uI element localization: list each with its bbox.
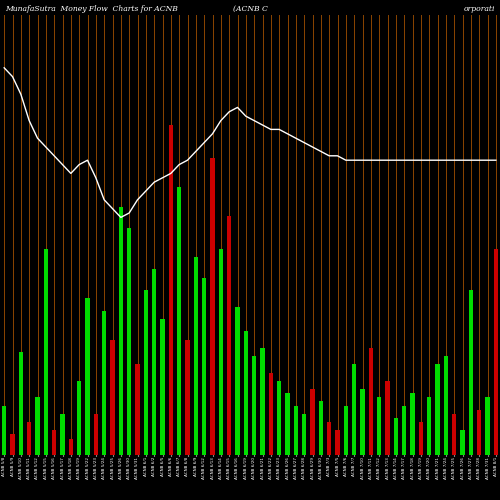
Bar — [152, 270, 156, 455]
Bar — [268, 372, 273, 455]
Bar — [127, 228, 132, 455]
Bar — [60, 414, 65, 455]
Bar — [227, 216, 232, 455]
Bar — [110, 340, 115, 455]
Bar — [410, 393, 415, 455]
Bar — [460, 430, 465, 455]
Bar — [77, 381, 82, 455]
Bar — [102, 310, 106, 455]
Bar — [377, 397, 382, 455]
Bar — [402, 406, 406, 455]
Bar — [444, 356, 448, 455]
Bar — [494, 248, 498, 455]
Text: MunafaSutra  Money Flow  Charts for ACNB: MunafaSutra Money Flow Charts for ACNB — [5, 5, 178, 13]
Bar — [394, 418, 398, 455]
Bar — [144, 290, 148, 455]
Bar — [85, 298, 90, 455]
Bar — [418, 422, 423, 455]
Bar — [194, 257, 198, 455]
Bar — [427, 397, 432, 455]
Bar — [327, 422, 332, 455]
Bar — [285, 393, 290, 455]
Bar — [235, 306, 240, 455]
Bar — [385, 381, 390, 455]
Bar — [202, 278, 206, 455]
Bar — [477, 410, 482, 455]
Bar — [10, 434, 15, 455]
Bar — [68, 438, 73, 455]
Bar — [177, 187, 182, 455]
Bar — [452, 414, 456, 455]
Bar — [368, 348, 373, 455]
Bar — [344, 406, 348, 455]
Bar — [160, 319, 165, 455]
Bar — [135, 364, 140, 455]
Bar — [485, 397, 490, 455]
Bar — [468, 290, 473, 455]
Text: orporati: orporati — [464, 5, 495, 13]
Bar — [218, 248, 223, 455]
Bar — [302, 414, 306, 455]
Bar — [277, 381, 281, 455]
Bar — [44, 248, 48, 455]
Bar — [27, 422, 32, 455]
Bar — [244, 331, 248, 455]
Bar — [335, 430, 340, 455]
Bar — [252, 356, 256, 455]
Bar — [260, 348, 265, 455]
Bar — [360, 389, 365, 455]
Text: (ACNB C: (ACNB C — [232, 5, 268, 13]
Bar — [2, 406, 6, 455]
Bar — [94, 414, 98, 455]
Bar — [318, 402, 323, 455]
Bar — [18, 352, 23, 455]
Bar — [118, 208, 123, 455]
Bar — [168, 125, 173, 455]
Bar — [52, 430, 56, 455]
Bar — [185, 340, 190, 455]
Bar — [294, 406, 298, 455]
Bar — [435, 364, 440, 455]
Bar — [210, 158, 215, 455]
Bar — [310, 389, 315, 455]
Bar — [352, 364, 356, 455]
Bar — [35, 397, 40, 455]
